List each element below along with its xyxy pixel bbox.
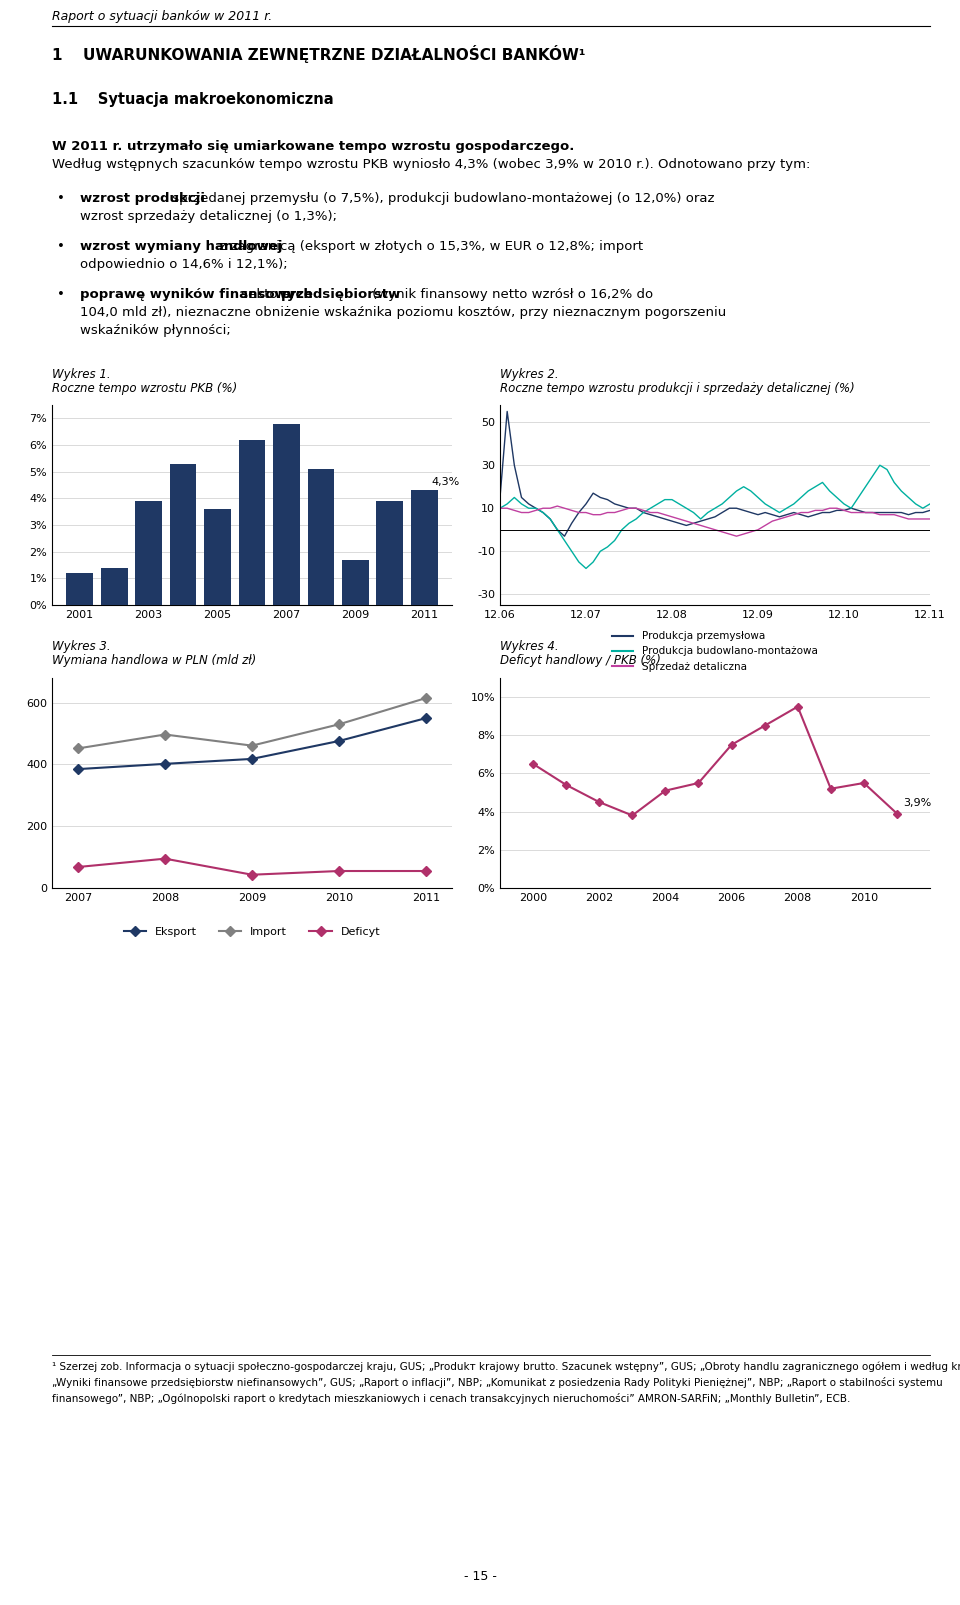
Text: Wykres 4.: Wykres 4. [500,640,559,653]
Text: •: • [57,287,65,302]
Sprzedaż detaliczna [881,506,893,525]
Bar [273,424,300,605]
Line: Import: Import [75,695,429,751]
Import [333,714,345,733]
Text: Raport o sytuacji banków w 2011 r.: Raport o sytuacji banków w 2011 r. [52,10,273,22]
Text: z zagranicą (eksport w złotych o 15,3%, w EUR o 12,8%; import: z zagranicą (eksport w złotych o 15,3%, … [215,241,643,254]
Text: „Wyniki finansowe przedsiębiorstw niefinansowych”, GUS; „Raport o inflacji”, NBP: „Wyniki finansowe przedsiębiorstw niefin… [52,1377,943,1388]
Bar [135,501,162,605]
Legend: Produkcja przemysłowa, Produkcja budowlano-montażowa, Sprzedaż detaliczna: Produkcja przemysłowa, Produkcja budowla… [609,628,822,676]
Produkcja przemysłowa [660,509,671,528]
Produkcja budowlano-montażowa [881,461,893,480]
Produkcja przemysłowa [501,401,513,421]
Sprzedaż detaliczna [652,502,663,522]
Produkcja przemysłowa [609,494,620,514]
Eksport [72,759,84,778]
Bar [376,501,403,605]
Eksport [420,708,432,727]
Produkcja przemysłowa [494,488,506,507]
Deficyt [333,862,345,881]
Text: 1  UWARUNKOWANIA ZEWNĘTRZNE DZIAŁALNOŚCI BANKÓW¹: 1 UWARUNKOWANIA ZEWNĘTRZNE DZIAŁALNOŚCI … [52,45,586,63]
Text: •: • [57,193,65,205]
Text: odpowiednio o 14,6% i 12,1%);: odpowiednio o 14,6% i 12,1%); [80,258,288,271]
Text: wzrost produkcji: wzrost produkcji [80,193,205,205]
Produkcja budowlano-montażowa [731,482,742,501]
Deficyt [420,862,432,881]
Text: Wykres 2.: Wykres 2. [500,368,559,380]
Import [159,725,171,745]
Produkcja budowlano-montażowa [602,538,613,557]
Produkcja przemysłowa [559,526,570,546]
Text: sektora: sektora [237,287,296,302]
Produkcja budowlano-montażowa [588,552,599,571]
Text: Według wstępnych szacunków tempo wzrostu PKB wyniosło 4,3% (wobec 3,9% w 2010 r.: Według wstępnych szacunków tempo wzrostu… [52,157,810,172]
Produkcja budowlano-montażowa [874,456,885,475]
Bar [238,440,266,605]
Import [246,737,257,756]
Produkcja budowlano-montażowa [580,559,591,578]
Text: 3,9%: 3,9% [903,798,932,807]
Bar [101,568,128,605]
Sprzedaż detaliczna [767,512,779,531]
Produkcja przemysłowa [767,506,779,525]
Eksport [246,750,257,769]
Deficyt [72,857,84,876]
Text: wzrost sprzedaży detalicznej (o 1,3%);: wzrost sprzedaży detalicznej (o 1,3%); [80,210,337,223]
Import [72,738,84,758]
Text: Roczne tempo wzrostu produkcji i sprzedaży detalicznej (%): Roczne tempo wzrostu produkcji i sprzeda… [500,382,854,395]
Bar [204,509,231,605]
Text: - 15 -: - 15 - [464,1570,496,1583]
Text: Wykres 1.: Wykres 1. [52,368,110,380]
Line: Deficyt: Deficyt [75,855,429,878]
Text: Roczne tempo wzrostu PKB (%): Roczne tempo wzrostu PKB (%) [52,382,237,395]
Produkcja budowlano-montażowa [652,494,663,514]
Text: przedsiębiorstw: przedsiębiorstw [281,287,401,302]
Text: (wynik finansowy netto wzrósł o 16,2% do: (wynik finansowy netto wzrósł o 16,2% do [368,287,653,302]
Bar [170,464,197,605]
Text: Wymiana handlowa w PLN (mld zł): Wymiana handlowa w PLN (mld zł) [52,653,256,668]
Line: Eksport: Eksport [75,714,429,772]
Produkcja przemysłowa [924,501,936,520]
Sprzedaż detaliczna [731,526,742,546]
Sprzedaż detaliczna [588,506,599,525]
Produkcja budowlano-montażowa [924,494,936,514]
Line: Produkcja budowlano-montażowa: Produkcja budowlano-montażowa [500,465,930,568]
Text: 104,0 mld zł), nieznaczne obniżenie wskaźnika poziomu kosztów, przy nieznacznym : 104,0 mld zł), nieznaczne obniżenie wska… [80,307,727,319]
Bar [66,573,93,605]
Sprzedaż detaliczna [494,499,506,518]
Deficyt [159,849,171,868]
Legend: Eksport, Import, Deficyt: Eksport, Import, Deficyt [119,923,385,941]
Produkcja przemysłowa [881,502,893,522]
Produkcja budowlano-montażowa [494,499,506,518]
Bar [411,491,438,605]
Text: finansowego”, NBP; „Ogólnopolski raport o kredytach mieszkaniowych i cenach tran: finansowego”, NBP; „Ogólnopolski raport … [52,1393,851,1404]
Produkcja przemysłowa [738,501,750,520]
Text: wskaźników płynności;: wskaźników płynności; [80,324,230,337]
Deficyt [246,865,257,884]
Text: Deficyt handlowy / PKB (%): Deficyt handlowy / PKB (%) [500,653,660,668]
Sprzedaż detaliczna [738,525,750,544]
Text: W 2011 r. utrzymało się umiarkowane tempo wzrostu gospodarczego.: W 2011 r. utrzymało się umiarkowane temp… [52,140,574,152]
Produkcja budowlano-montażowa [759,494,771,514]
Sprzedaż detaliczna [924,509,936,528]
Text: poprawę wyników finansowych: poprawę wyników finansowych [80,287,313,302]
Sprzedaż detaliczna [602,502,613,522]
Text: wzrost wymiany handlowej: wzrost wymiany handlowej [80,241,282,254]
Bar [307,469,334,605]
Text: Wykres 3.: Wykres 3. [52,640,110,653]
Text: ¹ Szerzej zob. Informacja o sytuacji społeczno-gospodarczej kraju, GUS; „Produkт: ¹ Szerzej zob. Informacja o sytuacji spo… [52,1361,960,1372]
Sprzedaż detaliczna [552,496,564,515]
Text: •: • [57,241,65,254]
Bar [342,560,369,605]
Text: 1.1  Sytuacja makroekonomiczna: 1.1 Sytuacja makroekonomiczna [52,91,334,108]
Eksport [159,754,171,774]
Line: Sprzedaż detaliczna: Sprzedaż detaliczna [500,506,930,536]
Text: sprzedanej przemysłu (o 7,5%), produkcji budowlano-montażowej (o 12,0%) oraz: sprzedanej przemysłu (o 7,5%), produkcji… [168,193,714,205]
Text: 4,3%: 4,3% [431,477,460,486]
Produkcja przemysłowa [594,488,606,507]
Eksport [333,732,345,751]
Import [420,689,432,708]
Line: Produkcja przemysłowa: Produkcja przemysłowa [500,411,930,536]
